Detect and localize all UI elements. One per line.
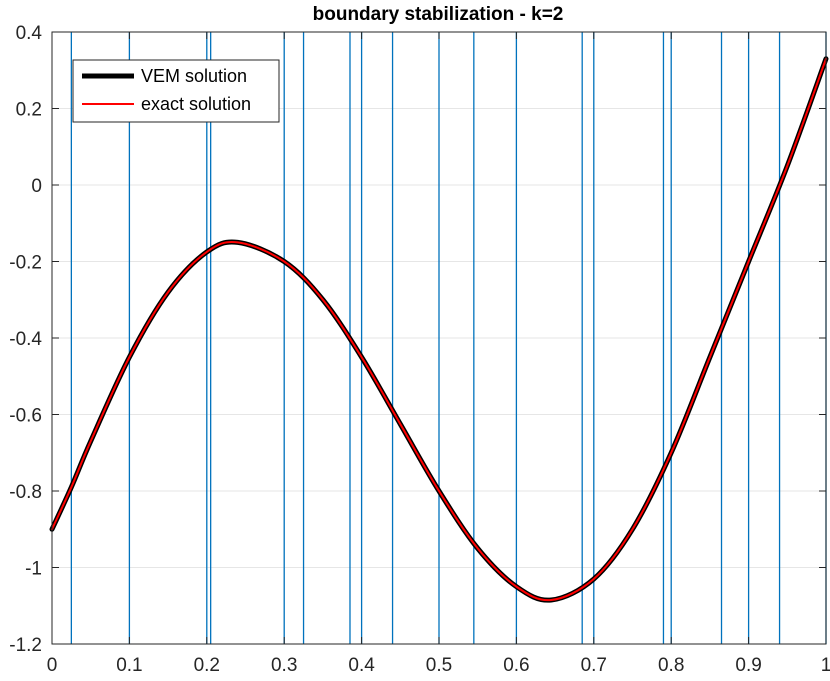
y-tick-label: -0.8 xyxy=(9,482,42,503)
x-tick-label: 0.4 xyxy=(348,655,375,676)
x-tick-label: 0.5 xyxy=(426,655,452,676)
x-tick-label: 0.2 xyxy=(194,655,220,676)
x-tick-label: 1 xyxy=(821,655,830,676)
x-tick-label: 0.9 xyxy=(735,655,761,676)
y-tick-label: -0.6 xyxy=(9,406,42,427)
y-tick-label: 0.4 xyxy=(16,23,43,44)
legend-box xyxy=(72,59,280,123)
series-lines xyxy=(49,56,829,603)
y-tick-label: 0.2 xyxy=(16,100,42,121)
x-tick-label: 0 xyxy=(47,655,58,676)
legend-label-vem-solution: VEM solution xyxy=(141,66,247,86)
axis-ticks: 0 0.1 0.2 0.3 0.4 0.5 0.6 0.7 0.8 0.9 1 -1.2 -1 -0.8 -… xyxy=(9,23,830,676)
y-tick-label: -0.2 xyxy=(9,253,42,274)
y-tick-label: -0.4 xyxy=(9,329,42,350)
y-tick-label: -1.2 xyxy=(9,635,42,656)
x-tick-label: 0.6 xyxy=(503,655,529,676)
x-tick-label: 0.1 xyxy=(116,655,142,676)
chart-title: boundary stabilization - k=2 xyxy=(313,4,564,25)
mesh-lines xyxy=(70,32,827,644)
y-tick-label: -1 xyxy=(25,559,42,580)
series-line-exact-solution xyxy=(51,57,827,602)
y-tick-label: 0 xyxy=(31,176,42,197)
legend: VEM solution exact solution xyxy=(72,59,280,123)
x-tick-label: 0.8 xyxy=(658,655,684,676)
x-tick-label: 0.3 xyxy=(271,655,297,676)
legend-label-exact-solution: exact solution xyxy=(141,94,251,114)
x-tick-label: 0.7 xyxy=(581,655,607,676)
